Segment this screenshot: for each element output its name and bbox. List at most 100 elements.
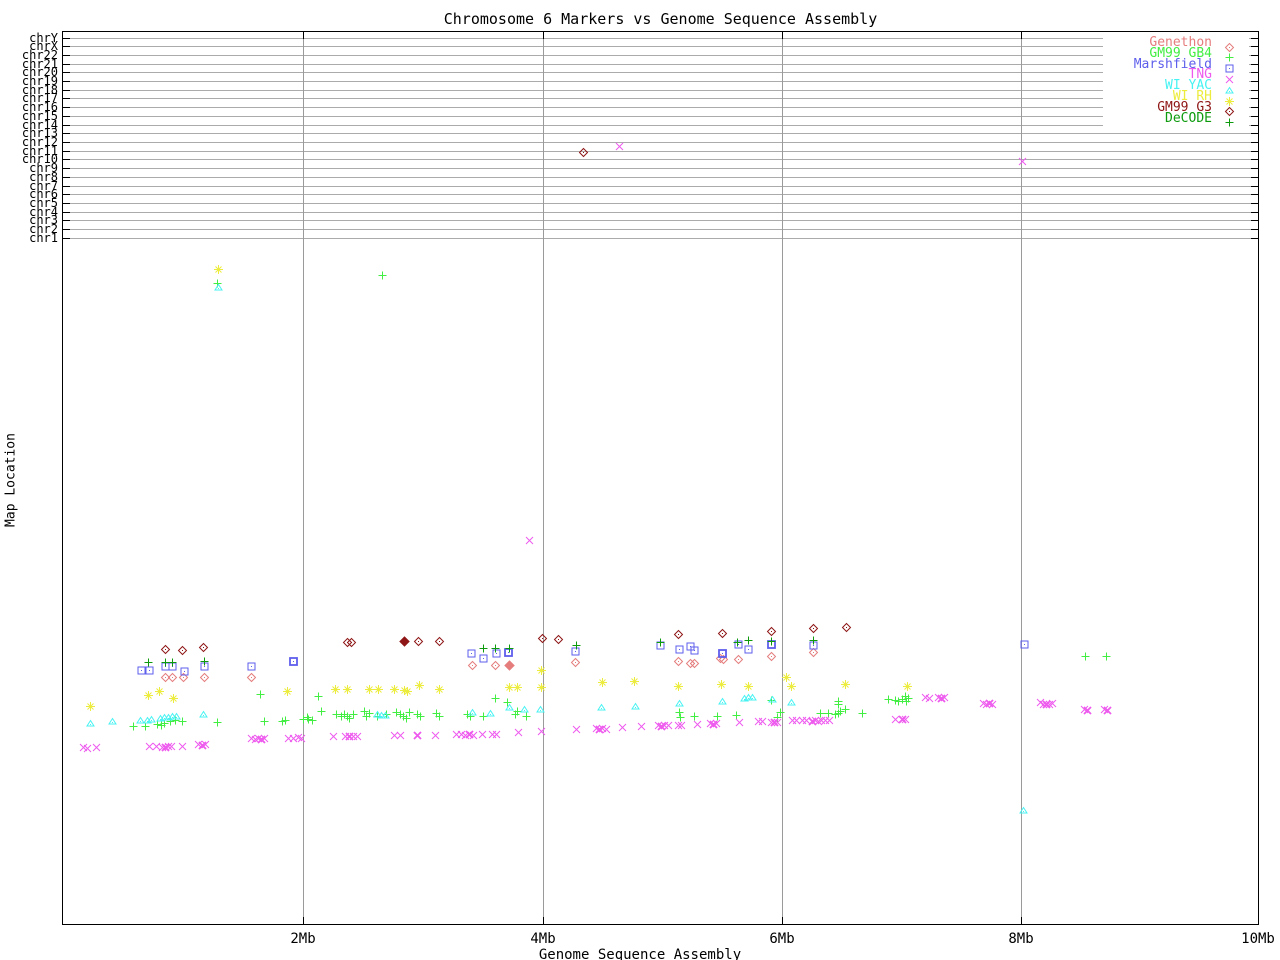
data-point-wi-rh: [414, 676, 425, 695]
data-point-gm99-gb4: [364, 704, 375, 723]
data-point-gm99-gb4: [823, 704, 834, 723]
data-point-gm99-gb4: [303, 710, 314, 729]
ytick-right-chr12: [1251, 142, 1258, 143]
data-point-tng: [791, 711, 802, 730]
data-point-tng: [395, 726, 406, 745]
data-point-gm99-g3: [673, 625, 684, 644]
gridline-2Mb: [303, 32, 304, 924]
data-point-gm99-g3: [808, 619, 819, 638]
gridline-chr1: [63, 238, 1258, 239]
legend-item-decode: DeCODE: [1165, 111, 1212, 126]
ytick-right-chr16: [1251, 107, 1258, 108]
data-point-gm99-g3: [537, 629, 548, 648]
data-point-decode: [766, 632, 777, 651]
ytick-right-chr17: [1251, 98, 1258, 99]
data-point-wi-rh: [330, 680, 341, 699]
data-point-wi-yac: [1018, 801, 1029, 820]
data-point-genethon: [167, 668, 178, 687]
data-point-tng: [1102, 701, 1113, 720]
data-point-genethon: [733, 650, 744, 669]
data-point-tng: [163, 737, 174, 756]
data-point-marshfield: [478, 649, 489, 668]
ytick-left-chr11: [63, 151, 70, 152]
data-point-wi-rh: [434, 680, 445, 699]
data-point-gm99-gb4: [490, 689, 501, 708]
ytick-left-chr16: [63, 107, 70, 108]
data-point-gm99-gb4: [344, 709, 355, 728]
data-point-wi-rh: [399, 681, 410, 700]
data-point-decode: [199, 652, 210, 671]
ytick-left-chr20: [63, 72, 70, 73]
y-tick-label-chr11: chr11: [21, 144, 58, 158]
legend-marker-marshfield: [1224, 59, 1235, 78]
data-point-tng: [897, 710, 908, 729]
ytick-left-chr1: [63, 238, 70, 239]
y-tick-label-chr14: chr14: [21, 118, 58, 132]
data-point-gm99-gb4: [255, 685, 266, 704]
data-point-tng: [663, 716, 674, 735]
data-point-gm99-g3: [578, 143, 589, 162]
y-tick-label-chr4: chr4: [29, 205, 58, 219]
data-point-gm99-g3: [553, 630, 564, 649]
data-point-gm99-g3: [160, 640, 171, 659]
data-point-tng: [766, 713, 777, 732]
data-point-wi-yac: [535, 700, 546, 719]
legend-marker-gm99-g3: [1224, 102, 1235, 121]
data-point-gm99-gb4: [401, 709, 412, 728]
xtick-top-2Mb: [303, 32, 304, 39]
data-point-tng: [617, 718, 628, 737]
data-point-gm99-g3: [717, 624, 728, 643]
data-point-marshfield: [689, 641, 700, 660]
data-point-gm99-gb4: [404, 703, 415, 722]
data-point-tng: [636, 717, 647, 736]
data-point-gm99-gb4: [833, 704, 844, 723]
ytick-left-chr13: [63, 133, 70, 134]
y-tick-label-chr8: chr8: [29, 170, 58, 184]
data-point-gm99-g3: [346, 633, 357, 652]
data-point-decode: [571, 636, 582, 655]
data-point-gm99-gb4: [359, 702, 370, 721]
data-point-wi-rh: [512, 678, 523, 697]
data-point-wi-rh: [154, 682, 165, 701]
data-point-wi-yac: [171, 707, 182, 726]
gridline-chr19: [63, 81, 1258, 82]
ytick-left-chr2: [63, 229, 70, 230]
data-point-wi-yac: [786, 693, 797, 712]
data-point-genethon: [503, 656, 515, 675]
data-point-tng: [524, 531, 535, 550]
x-axis-label: Genome Sequence Assembly: [538, 947, 742, 960]
data-point-wi-yac: [467, 703, 478, 722]
legend-item-gm99-g3: GM99 G3: [1157, 100, 1212, 115]
data-point-genethon: [467, 656, 478, 675]
xtick-bottom-4Mb: [543, 917, 544, 924]
data-point-tng: [328, 727, 339, 746]
data-point-decode: [732, 633, 743, 652]
ytick-right-chr4: [1251, 212, 1258, 213]
data-point-genethon: [246, 668, 257, 687]
ytick-left-chr6: [63, 194, 70, 195]
gridline-6Mb: [782, 32, 783, 924]
data-point-gm99-gb4: [128, 717, 139, 736]
data-point-marshfield: [466, 644, 477, 663]
legend-item-wi-rh: WI RH: [1172, 89, 1212, 104]
data-point-tng: [673, 716, 684, 735]
data-point-gm99-gb4: [177, 712, 188, 731]
data-point-decode: [808, 631, 819, 650]
gridline-chr14: [63, 125, 1258, 126]
data-point-decode: [478, 639, 489, 658]
gridline-chr18: [63, 90, 1258, 91]
data-point-marshfield: [288, 652, 299, 671]
data-point-tng: [477, 725, 488, 744]
gridline-chr12: [63, 142, 1258, 143]
data-point-wi-rh: [781, 668, 792, 687]
data-point-wi-rh: [168, 689, 179, 708]
data-point-gm99-gb4: [307, 711, 318, 730]
gridline-8Mb: [1021, 32, 1022, 924]
data-point-gm99-gb4: [835, 702, 846, 721]
xtick-top-6Mb: [782, 32, 783, 39]
ytick-left-chr22: [63, 55, 70, 56]
data-point-genethon: [808, 643, 819, 662]
data-point-wi-rh: [364, 680, 375, 699]
data-point-wi-yac: [146, 710, 157, 729]
data-point-wi-yac: [674, 694, 685, 713]
